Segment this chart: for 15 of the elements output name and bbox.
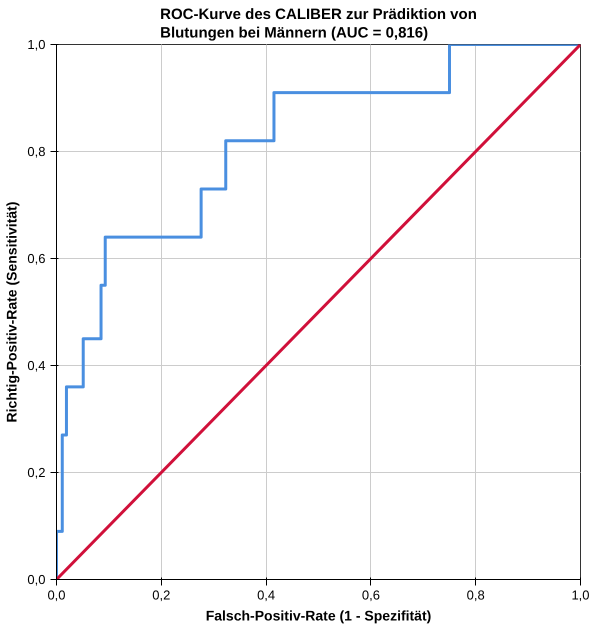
x-tick-label: 0,6: [362, 588, 380, 602]
x-axis-title: Falsch-Positiv-Rate (1 - Spezifität): [206, 608, 432, 624]
y-tick-label: 0,2: [27, 465, 46, 480]
x-tick-label: 0,4: [257, 588, 276, 602]
y-tick-label: 1,0: [27, 37, 46, 52]
x-tick-label: 0,2: [152, 588, 170, 602]
y-tick-label: 0,4: [27, 358, 46, 373]
chart-title: ROC-Kurve des CALIBER zur Prädiktion von Blutungen bei Männern (AUC = 0,816): [160, 6, 477, 42]
x-tick-label: 1,0: [571, 588, 590, 602]
x-tick-label: 0,0: [47, 588, 66, 602]
y-tick-label: 0,0: [27, 572, 46, 587]
x-tick-label: 0,8: [466, 588, 485, 602]
y-tick-label: 0,6: [27, 251, 46, 266]
y-tick-label: 0,8: [27, 144, 46, 159]
y-axis-title: Richtig-Positiv-Rate (Sensitivität): [3, 202, 20, 422]
